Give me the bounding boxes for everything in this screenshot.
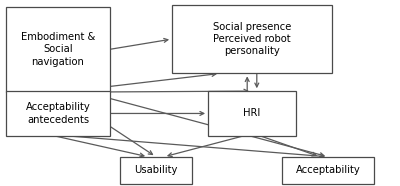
Text: Acceptability: Acceptability: [296, 165, 360, 175]
FancyBboxPatch shape: [208, 91, 296, 136]
Text: HRI: HRI: [243, 108, 261, 118]
FancyBboxPatch shape: [172, 5, 332, 73]
FancyBboxPatch shape: [6, 7, 110, 92]
Text: Usability: Usability: [134, 165, 178, 175]
FancyBboxPatch shape: [6, 91, 110, 136]
Text: Acceptability
antecedents: Acceptability antecedents: [26, 102, 90, 125]
FancyBboxPatch shape: [120, 157, 192, 184]
Text: Embodiment &
Social
navigation: Embodiment & Social navigation: [21, 32, 95, 67]
Text: Social presence
Perceived robot
personality: Social presence Perceived robot personal…: [213, 22, 291, 57]
FancyBboxPatch shape: [282, 157, 374, 184]
